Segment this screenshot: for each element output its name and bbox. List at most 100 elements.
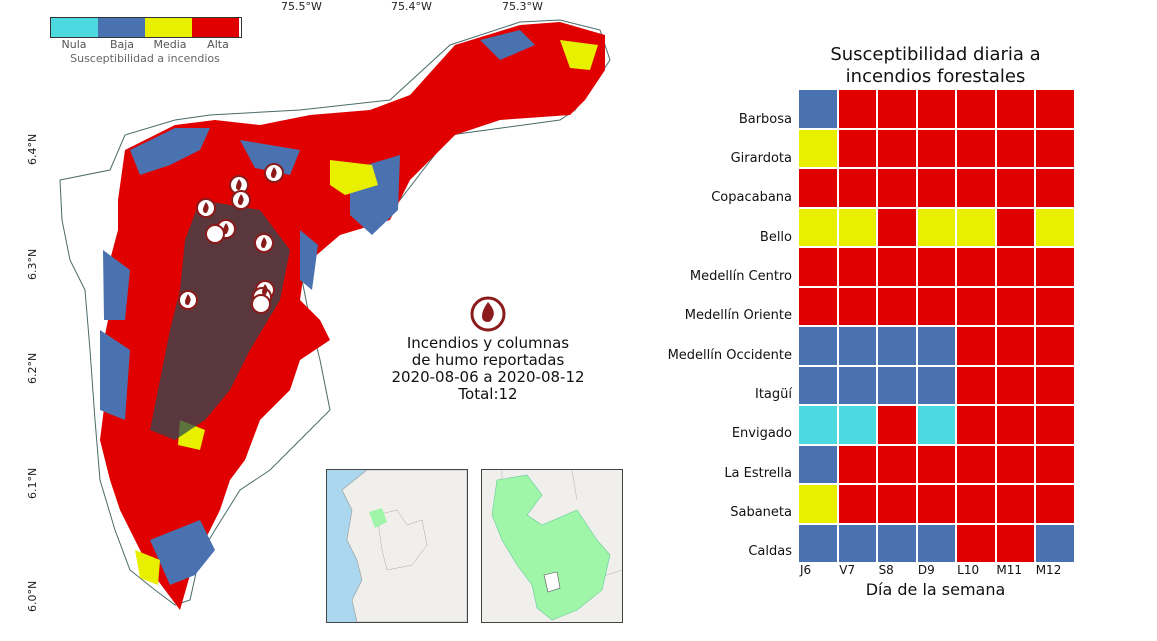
heatmap-row-label: Barbosa [738,111,792,127]
heatmap-cell [799,90,837,128]
heatmap-col-label: D9 [917,563,935,577]
heatmap-col-label: M11 [996,563,1023,577]
heatmap-cell [917,208,956,246]
heatmap-cell [957,485,995,523]
heatmap-cell [957,90,995,128]
region-media [560,40,598,70]
heatmap-cell [1036,208,1074,246]
heatmap-cell [838,129,877,167]
heatmap-row-label: Caldas [748,544,792,560]
heatmap-cell [996,129,1035,167]
heatmap-row-label: Sabaneta [730,505,792,520]
region-baja [103,250,130,320]
heatmap-cell [838,366,877,404]
inset-map-antioquia [481,469,623,623]
region-media [330,160,378,195]
heatmap-cell [838,287,877,325]
heatmap-col-label: L10 [957,563,980,577]
heatmap-cell [957,248,995,286]
region-baja [130,128,210,175]
heatmap-row-label: Medellín Centro [689,269,792,284]
heatmap-cell [878,169,916,207]
heatmap-cell [917,248,956,286]
heatmap-cell [996,485,1035,523]
heatmap-cell [838,445,877,483]
fire-caption-line: Total:12 [458,385,518,403]
region-baja [240,140,300,175]
heatmap-cell [1036,445,1074,483]
heatmap-cell [1036,524,1074,562]
heatmap-row-label: Girardota [730,151,792,166]
heatmap-cell [996,248,1035,286]
heatmap-cell [878,129,916,167]
fire-icon [271,167,277,178]
fire-marker-icon [205,224,225,244]
heatmap-cell [838,327,877,365]
fire-icon [262,284,268,295]
legend-title: Susceptibilidad a incendios [70,52,220,65]
heatmap-cell [1036,169,1074,207]
heatmap-cell [957,169,995,207]
heatmap-cell [957,406,995,444]
urban-area [150,200,290,440]
heatmap-row-label: La Estrella [724,465,792,481]
heatmap-row-label: Envigado [731,426,792,442]
fire-icon [223,223,229,234]
fire-icon [236,179,242,190]
heatmap-cell [838,485,877,523]
heatmap-cell [838,90,877,128]
heatmap-col-label: S8 [878,563,894,577]
heatmap-cell [917,485,956,523]
legend-swatch-baja [98,18,145,37]
legend-swatch-alta [192,18,239,37]
heatmap-cell [838,208,877,246]
inset-map-colombia [326,469,468,623]
heatmap-cell [799,129,837,167]
region-baja [480,30,535,60]
legend-label: Alta [207,38,229,51]
fire-icon [203,202,209,213]
heatmap-row-label: Bello [759,229,792,245]
heatmap-cell [1036,248,1074,286]
region-baja [300,230,318,290]
heatmap-cell [957,366,995,404]
fire-icon [482,302,494,322]
fire-icon [261,237,267,248]
heatmap-cell [1036,485,1074,523]
heatmap-cell [838,406,877,444]
fire-icon [238,194,244,205]
heatmap-row-label: Medellín Occidente [667,347,792,363]
heatmap-cell [878,445,916,483]
susceptibility-map [59,19,611,610]
fire-marker-icon [251,294,271,314]
heatmap-row-label: Copacabana [711,190,792,206]
heatmap-cell [996,287,1035,325]
heatmap-cell [996,366,1035,404]
map-panel: Nula Baja Media Alta Susceptibilidad a i… [26,0,623,623]
heatmap-cell [917,445,956,483]
heatmap-cell [799,445,837,483]
heatmap-cell [957,129,995,167]
region-baja [150,520,215,585]
heatmap-cell [799,248,837,286]
heatmap-cell [917,406,956,444]
region-alta [100,22,605,610]
heatmap-cell [878,485,916,523]
heatmap-cell [799,485,837,523]
heatmap-col-label: M12 [1035,563,1062,577]
lon-tick-label: 75.3°W [502,0,543,13]
heatmap-cell [917,287,956,325]
heatmap-cell [1036,327,1074,365]
lon-tick-label: 75.5°W [281,0,322,13]
heatmap-cell [996,90,1035,128]
legend-label: Baja [109,38,135,51]
heatmap-row-label: Itagüí [754,387,792,402]
legend-swatch-nula [51,18,98,37]
heatmap-cell [957,208,995,246]
heatmap-cell [1036,287,1074,325]
heatmap-cell [957,524,995,562]
heatmap-cell [878,406,916,444]
heatmap-row-label: Medellín Oriente [684,308,792,324]
heatmap-cell [917,90,956,128]
region-baja [100,330,130,420]
